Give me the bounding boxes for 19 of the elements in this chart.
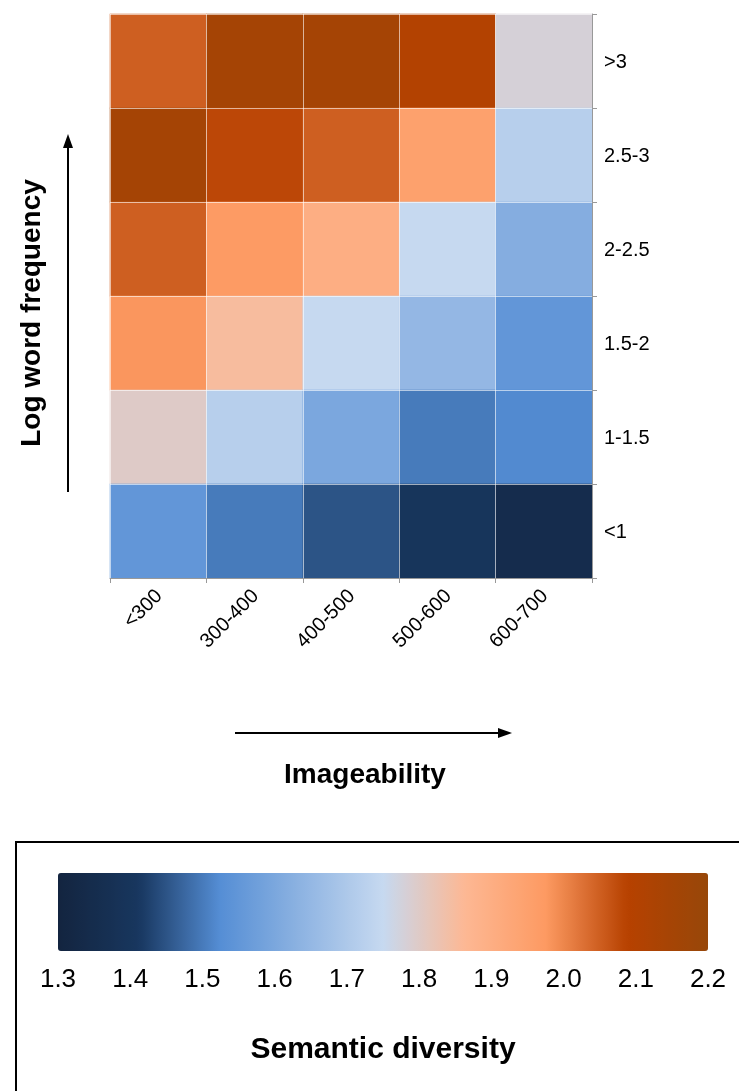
x-axis-title: Imageability — [284, 757, 447, 789]
color-bar-label: 1.7 — [328, 963, 365, 993]
color-bar-label: 1.3 — [39, 963, 77, 993]
color-bar-label: 1.4 — [112, 963, 149, 993]
y-tick-label: 1.5-2 — [604, 332, 650, 354]
y-tick-label: 2-2.5 — [604, 238, 650, 260]
y-tick-label: 1-1.5 — [604, 426, 650, 448]
color-bar-label: 1.8 — [401, 963, 438, 993]
y-tick-label: 2.5-3 — [604, 144, 650, 166]
color-bar-label: 2.0 — [545, 963, 582, 993]
y-axis-title: Log word frequency — [14, 178, 46, 447]
color-bar-label: 1.6 — [256, 963, 293, 993]
y-tick-label: <1 — [604, 520, 627, 542]
y-tick-label: >3 — [604, 50, 627, 72]
color-bar-label: 1.5 — [184, 963, 221, 993]
color-bar-label: 2.1 — [617, 963, 654, 993]
color-bar-title: Semantic diversity — [250, 1030, 516, 1064]
color-bar-label: 2.2 — [689, 963, 727, 993]
color-bar-label: 1.9 — [473, 963, 510, 993]
